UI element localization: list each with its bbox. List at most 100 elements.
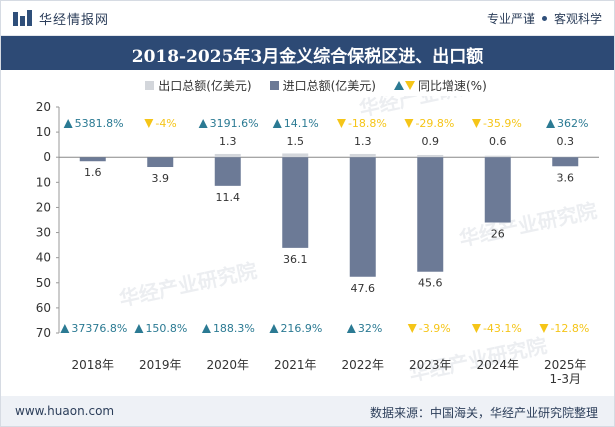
y-tick-label: 60 (36, 301, 51, 315)
import-value-label: 3.6 (557, 171, 575, 184)
chart-title: 2018-2025年3月金义综合保税区进、出口额 (131, 47, 484, 67)
tagline-left: 专业严谨 (486, 12, 535, 26)
import-growth-label: 150.8% (145, 322, 187, 335)
import-growth-label: 32% (358, 322, 382, 335)
legend-label-export: 出口总额(亿美元) (158, 79, 252, 93)
y-tick-label: 30 (36, 226, 51, 240)
watermark-3: 华经产业研究院 (457, 198, 599, 251)
down-triangle-icon (407, 324, 417, 333)
export-value-label: 0.3 (557, 135, 575, 148)
import-value-label: 26 (491, 228, 505, 241)
y-tick-label: 20 (36, 100, 51, 114)
import-value-label: 47.6 (351, 282, 376, 295)
legend-swatch-export (145, 81, 155, 90)
watermark-1: 华经产业研究院 (117, 258, 259, 311)
export-bar (349, 153, 376, 158)
footer-source: 数据来源：中国海关，华经产业研究院整理 (369, 406, 598, 420)
import-growth-label: 37376.8% (71, 322, 127, 335)
import-growth-label: -43.1% (483, 322, 522, 335)
export-growth-label: -35.9% (483, 117, 522, 130)
tagline-right: 客观科学 (553, 12, 602, 26)
import-bar (79, 157, 106, 162)
import-value-label: 3.9 (152, 172, 170, 185)
up-triangle-icon (134, 324, 144, 333)
x-tick-label: 2021年 (274, 358, 317, 372)
down-triangle-icon (471, 119, 481, 128)
x-tick-label: 2025年 (544, 358, 587, 372)
legend-swatch-import (269, 81, 279, 90)
footer: www.huaon.com 数据来源：中国海关，华经产业研究院整理 (1, 396, 614, 426)
export-growth-label: -29.8% (415, 117, 454, 130)
export-bar (484, 155, 511, 158)
export-value-label: 1.5 (287, 135, 305, 148)
tagline: 专业严谨 客观科学 (487, 10, 602, 27)
export-bar (552, 156, 579, 158)
dot-separator-icon (541, 16, 547, 21)
y-tick-label: 0 (43, 150, 51, 164)
export-value-label: 1.3 (354, 135, 372, 148)
up-triangle-icon (201, 324, 211, 333)
legend: 出口总额(亿美元) 进口总额(亿美元) 同比增速(%) (101, 77, 531, 94)
export-bar (282, 153, 309, 158)
import-growth-label: 188.3% (213, 322, 255, 335)
import-bar (552, 157, 579, 167)
x-tick-label: 2022年 (341, 358, 384, 372)
footer-site: www.huaon.com (15, 404, 115, 418)
export-growth-label: 3191.6% (210, 117, 259, 130)
y-tick-label: 10 (36, 175, 51, 189)
down-triangle-icon (144, 119, 154, 128)
import-bar (282, 157, 309, 248)
export-bar (214, 153, 241, 158)
import-growth-label: 216.9% (280, 322, 322, 335)
legend-item-import: 进口总额(亿美元) (269, 77, 376, 94)
down-triangle-icon (539, 324, 549, 333)
bar-chart: 华经产业研究院华经产业研究院华经产业研究院华经产业研究院201001020304… (36, 96, 599, 386)
export-growth-label: 14.1% (284, 117, 319, 130)
export-growth-label: -18.8% (348, 117, 387, 130)
x-tick-label: 2023年 (409, 358, 452, 372)
legend-item-export: 出口总额(亿美元) (145, 77, 252, 94)
top-bar: 华经情报网 专业严谨 客观科学 (1, 1, 614, 36)
export-growth-label: 5381.8% (75, 117, 124, 130)
brand-name: 华经情报网 (39, 13, 110, 28)
up-triangle-icon (60, 324, 70, 333)
export-bar (417, 154, 444, 158)
x-tick-label: 2019年 (139, 358, 182, 372)
up-triangle-icon (346, 324, 356, 333)
down-triangle-icon (404, 119, 414, 128)
y-tick-label: 40 (36, 251, 51, 265)
up-triangle-icon (269, 324, 279, 333)
y-tick-label: 70 (36, 326, 51, 340)
y-tick-label: 50 (36, 276, 51, 290)
x-tick-label: 2024年 (476, 358, 519, 372)
up-down-triangle-icon (393, 81, 415, 90)
legend-item-growth: 同比增速(%) (393, 77, 487, 94)
up-triangle-icon (546, 119, 556, 128)
x-tick-label: 1-3月 (549, 372, 581, 386)
import-bar (349, 157, 376, 277)
import-bar (484, 157, 511, 223)
down-triangle-icon (471, 324, 481, 333)
legend-label-import: 进口总额(亿美元) (282, 79, 376, 93)
up-triangle-icon (198, 119, 208, 128)
import-value-label: 36.1 (283, 253, 308, 266)
import-bar (147, 157, 174, 168)
import-value-label: 11.4 (216, 191, 241, 204)
down-triangle-icon (336, 119, 346, 128)
brand: 华经情报网 (13, 9, 109, 28)
y-tick-label: 10 (36, 125, 51, 139)
import-value-label: 1.6 (84, 166, 102, 179)
legend-label-growth: 同比增速(%) (417, 79, 487, 93)
x-tick-label: 2018年 (71, 358, 114, 372)
import-value-label: 45.6 (418, 277, 443, 290)
up-triangle-icon (272, 119, 282, 128)
bar-logo-icon (13, 9, 33, 28)
import-bar (214, 157, 241, 186)
export-growth-label: 362% (557, 117, 588, 130)
x-tick-label: 2020年 (206, 358, 249, 372)
y-tick-label: 20 (36, 200, 51, 214)
import-growth-label: -3.9% (419, 322, 451, 335)
export-growth-label: -4% (155, 117, 176, 130)
import-growth-label: -12.8% (550, 322, 589, 335)
